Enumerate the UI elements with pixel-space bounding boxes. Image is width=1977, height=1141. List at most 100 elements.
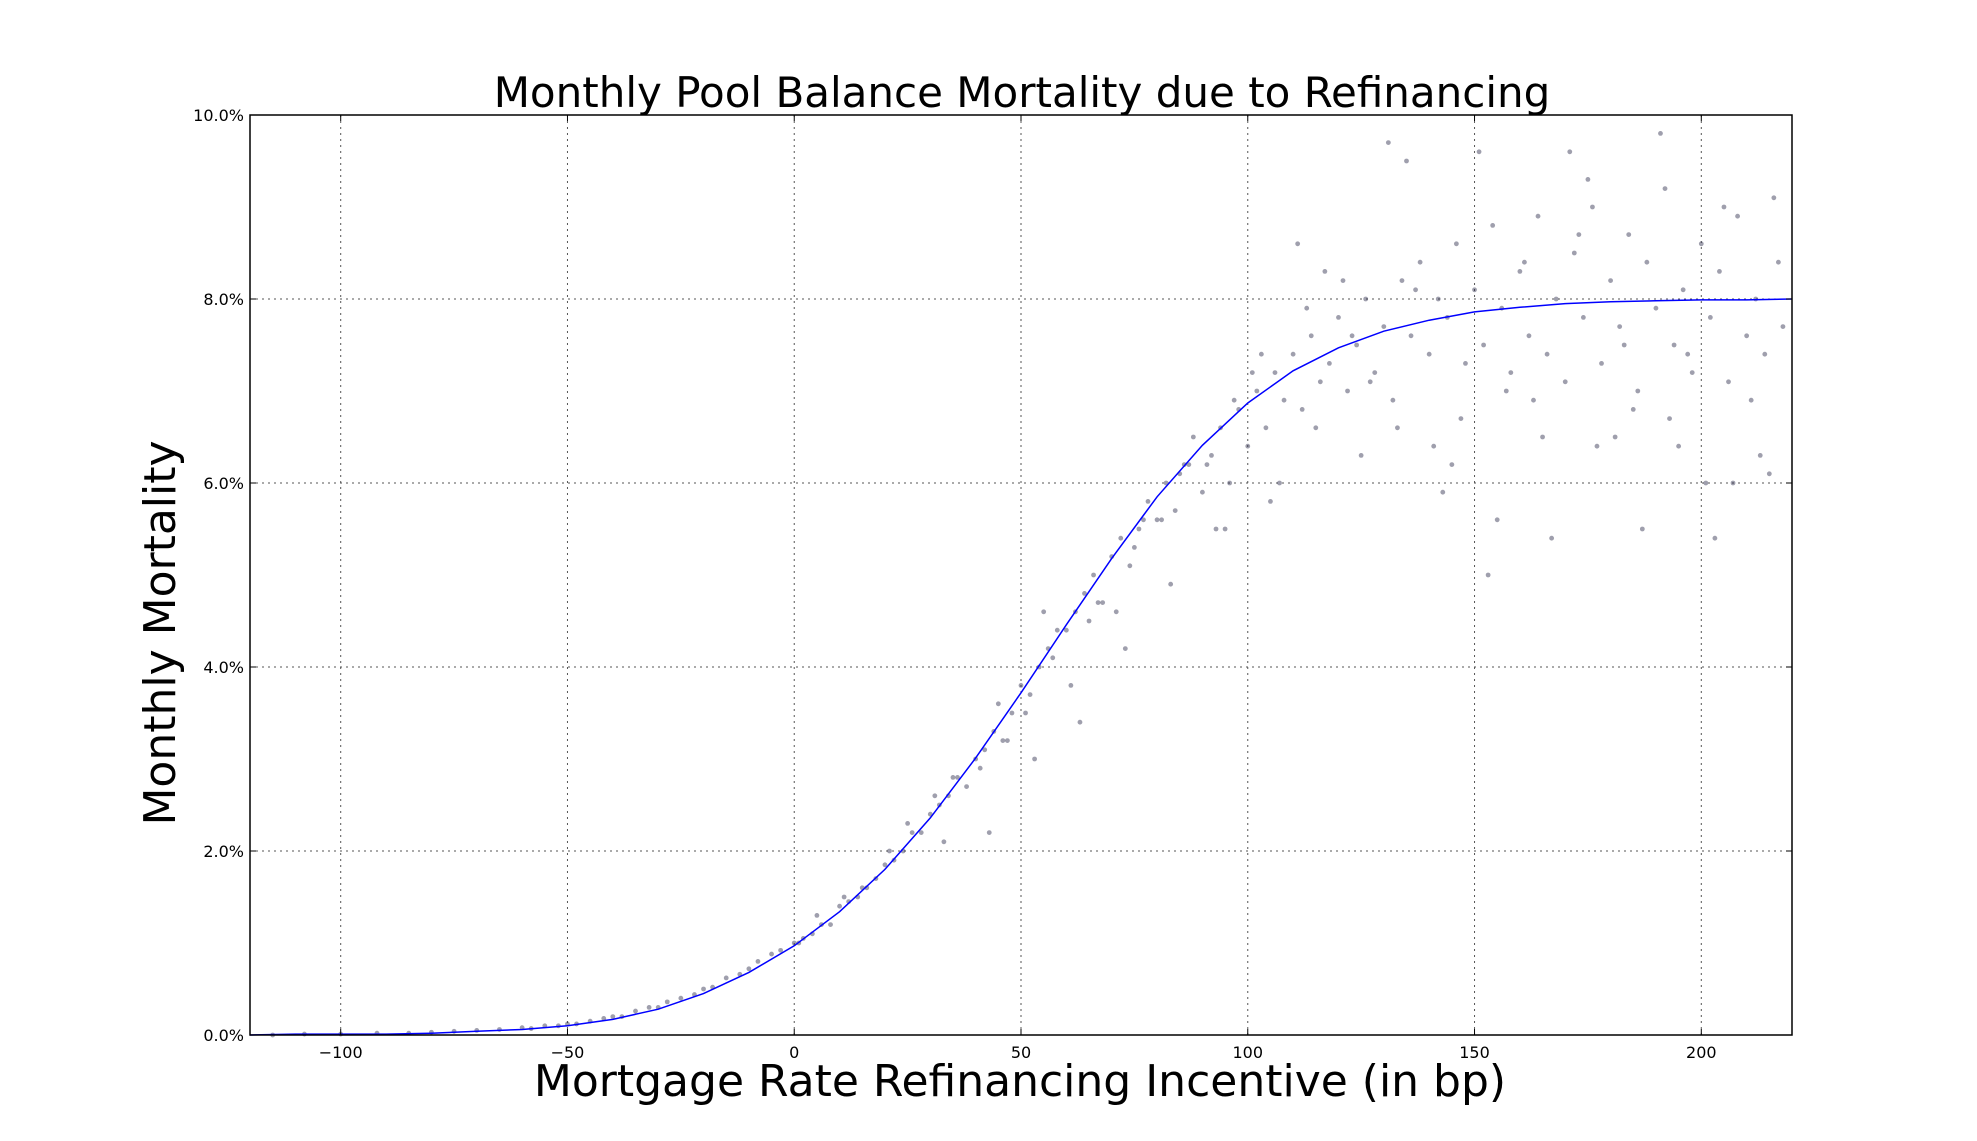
chart-title: Monthly Pool Balance Mortality due to Re… <box>494 68 1551 117</box>
scatter-point <box>1599 361 1604 366</box>
scatter-point <box>701 986 706 992</box>
scatter-point <box>1345 388 1350 394</box>
scatter-point <box>678 995 684 1001</box>
scatter-point <box>941 839 947 845</box>
scatter-point <box>1004 738 1010 743</box>
scatter-point <box>1395 425 1400 431</box>
scatter-point <box>1390 397 1396 403</box>
scatter-point <box>1658 131 1663 136</box>
scatter-point <box>1730 480 1736 486</box>
scatter-point <box>1463 361 1468 366</box>
scatter-point <box>1023 710 1028 716</box>
y-tick-label: 2.0% <box>203 842 244 861</box>
scatter-point <box>814 913 820 918</box>
scatter-point <box>1712 535 1718 541</box>
fit-curve <box>249 298 1793 1036</box>
scatter-point <box>1748 397 1754 403</box>
scatter-point <box>1068 683 1074 688</box>
scatter-point <box>1327 361 1332 366</box>
scatter-point <box>1122 646 1128 651</box>
scatter-point <box>1186 462 1192 467</box>
scatter-point <box>1458 416 1464 421</box>
scatter-point <box>1585 177 1591 182</box>
scatter-point <box>1576 232 1582 238</box>
scatter-point <box>1168 581 1174 587</box>
scatter-point <box>1676 443 1682 449</box>
scatter-point <box>1707 315 1713 320</box>
scatter-point <box>955 775 960 780</box>
scatter-point <box>1766 471 1772 477</box>
grid <box>250 115 1792 1035</box>
scatter-point <box>1281 397 1287 403</box>
scatter-point <box>1735 213 1740 219</box>
scatter-point <box>1594 443 1600 449</box>
scatter-point <box>841 894 847 900</box>
scatter-point <box>1526 333 1532 339</box>
scatter-point <box>986 830 992 835</box>
scatter-point <box>1667 416 1672 421</box>
scatter-point <box>1531 397 1536 403</box>
scatter-point <box>1517 269 1523 274</box>
scatter-point <box>1358 453 1364 458</box>
scatter-point <box>1290 351 1296 357</box>
scatter-point <box>1091 572 1096 578</box>
scatter-point <box>1689 370 1695 375</box>
scatter-point <box>1522 259 1527 265</box>
scatter-point <box>882 862 888 868</box>
scatter-point <box>646 1005 652 1010</box>
scatter-point <box>633 1008 638 1014</box>
scatter-point <box>1118 535 1124 541</box>
scatter-point <box>1771 195 1777 201</box>
scatter-point <box>1100 600 1106 605</box>
scatter-point <box>1717 269 1722 274</box>
scatter-point <box>1571 250 1577 256</box>
scatter-point <box>1775 259 1781 265</box>
scatter-point <box>1268 499 1273 504</box>
scatter-point <box>610 1014 616 1019</box>
scatter-point <box>1621 342 1627 348</box>
scatter-point <box>1685 351 1691 357</box>
y-tick-label: 4.0% <box>203 658 244 677</box>
x-tick-label: 150 <box>1459 1043 1490 1062</box>
scatter-point <box>1095 600 1101 605</box>
scatter-point <box>746 966 752 972</box>
scatter-point <box>1562 379 1568 385</box>
scatter-point <box>1213 526 1219 532</box>
axis-ticks: −100 −50 0 50 100 150 200 0.0% 2.0% 4.0% 6.0% 8.0% 1… <box>193 106 1792 1062</box>
scatter-point <box>1535 213 1541 219</box>
scatter-point <box>1540 434 1545 440</box>
scatter-point <box>1435 296 1441 302</box>
x-tick-label: −50 <box>551 1043 585 1062</box>
scatter-point <box>1653 305 1659 311</box>
x-tick-label: −100 <box>319 1043 363 1062</box>
y-axis-label: Monthly Mortality <box>135 440 186 825</box>
scatter-point <box>1612 434 1618 440</box>
scatter-point <box>1354 342 1360 348</box>
scatter-point <box>1417 259 1423 265</box>
scatter-point <box>1032 756 1038 762</box>
scatter-point <box>1567 149 1573 155</box>
scatter-point <box>1082 591 1087 596</box>
scatter-point <box>1263 425 1269 431</box>
scatter-point <box>1322 269 1328 274</box>
scatter-point <box>1762 351 1768 357</box>
scatter-point <box>1744 333 1750 339</box>
x-axis-label: Mortgage Rate Refinancing Incentive (in … <box>534 1056 1506 1107</box>
scatter-point <box>1553 296 1559 302</box>
scatter-point <box>1077 719 1083 725</box>
y-tick-label: 0.0% <box>203 1026 244 1045</box>
scatter-point <box>1626 232 1632 238</box>
scatter-point <box>1227 480 1233 486</box>
scatter-point <box>1054 627 1060 633</box>
x-tick-label: 200 <box>1686 1043 1717 1062</box>
scatter-point <box>1635 388 1641 394</box>
scatter-point <box>755 959 761 964</box>
scatter-point <box>769 951 774 957</box>
scatter-point <box>964 784 969 789</box>
scatter-point <box>1141 517 1146 523</box>
scatter-point <box>1159 517 1164 523</box>
scatter-point <box>664 999 670 1005</box>
x-tick-label: 0 <box>789 1043 799 1062</box>
scatter-point <box>1277 480 1282 486</box>
scatter-point <box>1304 305 1310 311</box>
